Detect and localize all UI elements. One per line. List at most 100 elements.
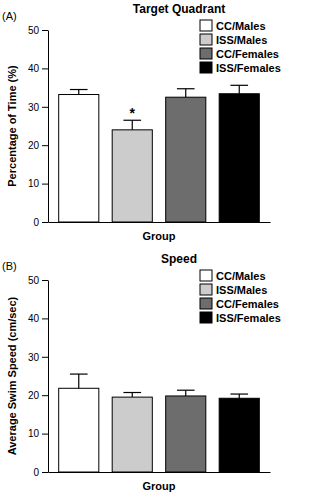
legend-label: CC/Males xyxy=(216,20,266,32)
error-bar-cap xyxy=(70,89,88,90)
x-axis xyxy=(49,222,271,224)
legend-swatch xyxy=(200,20,212,31)
y-tick-label: 50 xyxy=(28,275,40,286)
error-bar-stem xyxy=(185,390,186,396)
error-bar xyxy=(230,85,248,93)
y-tick-mark xyxy=(42,318,48,319)
y-tick: 30 xyxy=(28,102,48,113)
legend-swatch xyxy=(200,34,212,45)
error-bar-stem xyxy=(239,394,240,398)
y-tick-mark xyxy=(42,280,48,281)
error-bar-cap xyxy=(177,390,195,391)
y-axis-line xyxy=(48,31,49,223)
y-tick: 20 xyxy=(28,140,48,151)
y-tick-label: 10 xyxy=(28,428,40,439)
legend-swatch xyxy=(200,284,212,295)
x-axis-title: Group xyxy=(143,480,176,492)
y-tick-mark xyxy=(42,145,48,146)
panel: (B) Speed 0 10 20 30 40 50 Group Average Swim Spe… xyxy=(2,252,281,492)
y-tick-label: 20 xyxy=(28,390,40,401)
title: Target Quadrant xyxy=(133,2,225,16)
bar xyxy=(166,97,206,222)
y-tick-label: 40 xyxy=(28,63,40,74)
y-tick-label: 40 xyxy=(28,313,40,324)
y-tick-label: 20 xyxy=(28,140,40,151)
legend-swatch xyxy=(200,298,212,309)
y-tick: 50 xyxy=(28,25,48,36)
y-tick: 20 xyxy=(28,390,48,401)
x-axis-line xyxy=(49,472,271,473)
bar xyxy=(112,130,152,222)
y-tick: 0 xyxy=(33,217,48,228)
error-bar-stem xyxy=(132,393,133,398)
y-tick-mark xyxy=(42,395,48,396)
error-bar xyxy=(177,390,195,396)
legend-swatch xyxy=(200,312,212,323)
figure: (A) Target Quadrant * 0 10 20 30 40 50 Group Perce… xyxy=(0,0,325,500)
panel-label: (B) xyxy=(2,260,17,272)
y-tick-mark xyxy=(42,30,48,31)
error-bar xyxy=(123,120,141,130)
y-tick: 40 xyxy=(28,63,48,74)
legend-swatch xyxy=(200,270,212,281)
legend-label: CC/Males xyxy=(216,270,266,282)
y-tick: 10 xyxy=(28,428,48,439)
y-tick: 0 xyxy=(33,467,48,478)
panel: (A) Target Quadrant * 0 10 20 30 40 50 Group Perce… xyxy=(2,2,281,242)
y-axis-title: Percentage of Time (%) xyxy=(6,65,18,187)
y-axis-line xyxy=(48,281,49,473)
error-bar-cap xyxy=(177,88,195,89)
error-bar-stem xyxy=(78,90,79,95)
bar xyxy=(112,397,152,472)
panel-label: (A) xyxy=(2,10,17,22)
y-tick: 30 xyxy=(28,352,48,363)
legend-label: ISS/Females xyxy=(216,62,281,74)
y-tick-label: 0 xyxy=(33,217,39,228)
bar xyxy=(166,396,206,472)
x-axis xyxy=(49,472,271,474)
y-axis: 0 10 20 30 40 50 xyxy=(28,275,49,478)
error-bar xyxy=(230,394,248,398)
bar xyxy=(219,94,259,222)
bar xyxy=(59,95,99,222)
legend-swatch xyxy=(200,62,212,73)
y-tick-mark xyxy=(42,434,48,435)
annotation: * xyxy=(130,105,136,121)
y-axis: 0 10 20 30 40 50 xyxy=(28,25,49,228)
error-bar-stem xyxy=(78,374,79,388)
y-tick-label: 0 xyxy=(33,467,39,478)
x-axis-line xyxy=(49,222,271,223)
error-bar-cap xyxy=(70,373,88,374)
y-tick-mark xyxy=(42,357,48,358)
legend-label: ISS/Males xyxy=(216,34,267,46)
y-tick-mark xyxy=(42,184,48,185)
y-tick: 40 xyxy=(28,313,48,324)
error-bar-stem xyxy=(239,85,240,93)
error-bar xyxy=(123,393,141,398)
y-tick-mark xyxy=(42,222,48,223)
error-bar-cap xyxy=(230,393,248,394)
bar xyxy=(219,398,259,472)
legend-label: CC/Females xyxy=(216,298,279,310)
plot-area xyxy=(59,85,260,222)
legend-label: ISS/Females xyxy=(216,312,281,324)
y-tick-mark xyxy=(42,472,48,473)
y-tick-label: 50 xyxy=(28,25,40,36)
title: Speed xyxy=(161,252,197,266)
legend-swatch xyxy=(200,48,212,59)
y-tick: 50 xyxy=(28,275,48,286)
y-axis-title: Average Swim Speed (cm/sec) xyxy=(6,296,18,455)
y-tick-label: 30 xyxy=(28,352,40,363)
y-tick-label: 10 xyxy=(28,178,40,189)
plot-area xyxy=(59,374,260,472)
error-bar-stem xyxy=(185,89,186,97)
bar xyxy=(59,388,99,472)
x-axis-title: Group xyxy=(143,230,176,242)
error-bar xyxy=(177,89,195,97)
y-tick: 10 xyxy=(28,178,48,189)
legend: CC/MalesISS/MalesCC/FemalesISS/Females xyxy=(200,20,281,74)
error-bar xyxy=(70,374,88,388)
error-bar xyxy=(70,90,88,95)
legend-label: ISS/Males xyxy=(216,284,267,296)
y-tick-label: 30 xyxy=(28,102,40,113)
